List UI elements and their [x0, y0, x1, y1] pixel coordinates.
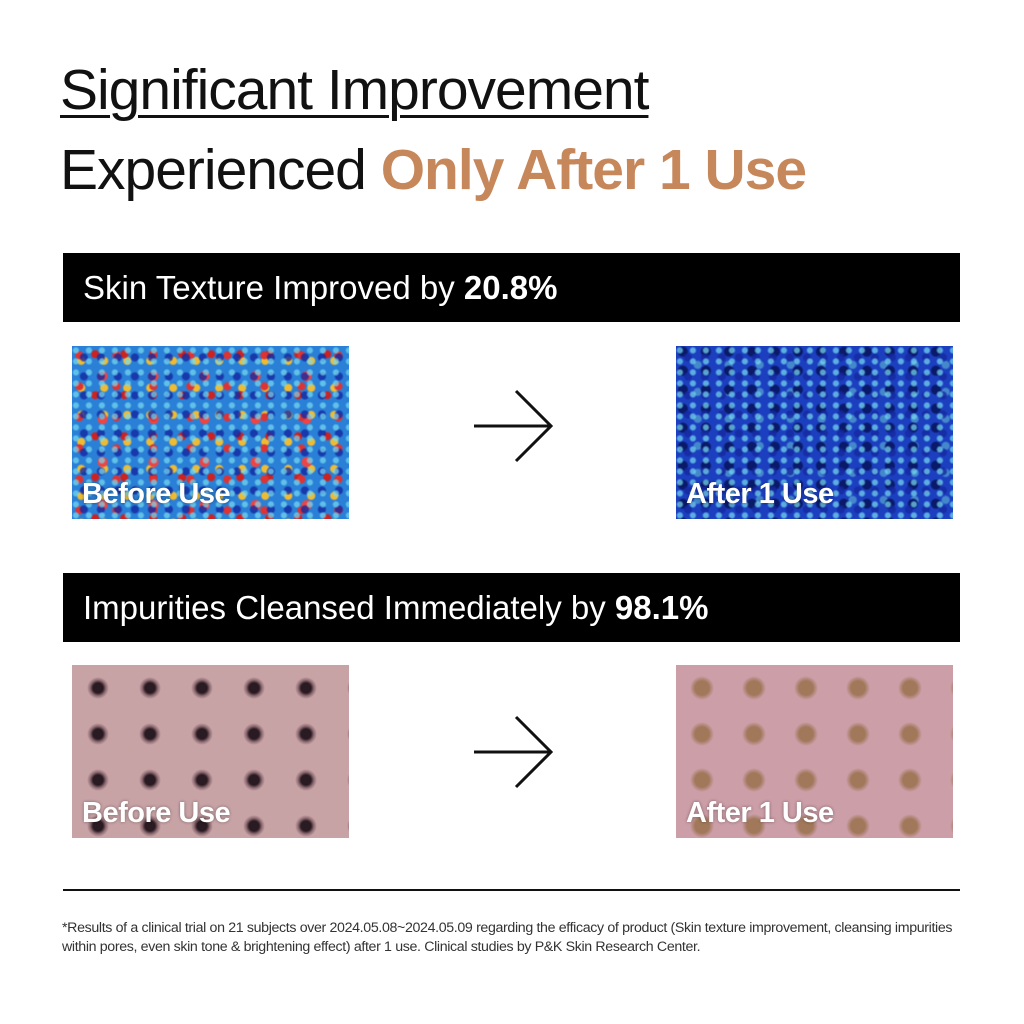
after-label: After 1 Use	[686, 797, 834, 829]
banner-text: Impurities Cleansed Immediately by	[83, 589, 615, 626]
divider	[63, 889, 960, 891]
impurities-banner: Impurities Cleansed Immediately by 98.1%	[63, 573, 960, 642]
headline-line-2: Experienced Only After 1 Use	[60, 142, 807, 199]
texture-banner: Skin Texture Improved by 20.8%	[63, 253, 960, 322]
impurities-after-image: After 1 Use	[676, 665, 953, 838]
arrow-right-icon	[474, 389, 554, 463]
footnote: *Results of a clinical trial on 21 subje…	[62, 920, 953, 955]
before-label: Before Use	[82, 797, 231, 829]
banner-value: 98.1%	[614, 589, 709, 626]
banner-text: Skin Texture Improved by	[83, 269, 464, 306]
headline-accent: Only After 1 Use	[380, 138, 807, 202]
impurities-before-image: Before Use	[72, 665, 349, 838]
headline-prefix: Experienced	[60, 138, 381, 202]
after-label: After 1 Use	[686, 478, 834, 510]
before-label: Before Use	[82, 478, 231, 510]
arrow-right-icon	[474, 715, 554, 789]
texture-before-image: Before Use	[72, 346, 349, 519]
texture-after-image: After 1 Use	[676, 346, 953, 519]
banner-value: 20.8%	[463, 269, 558, 306]
headline-line-1: Significant Improvement	[60, 58, 649, 122]
